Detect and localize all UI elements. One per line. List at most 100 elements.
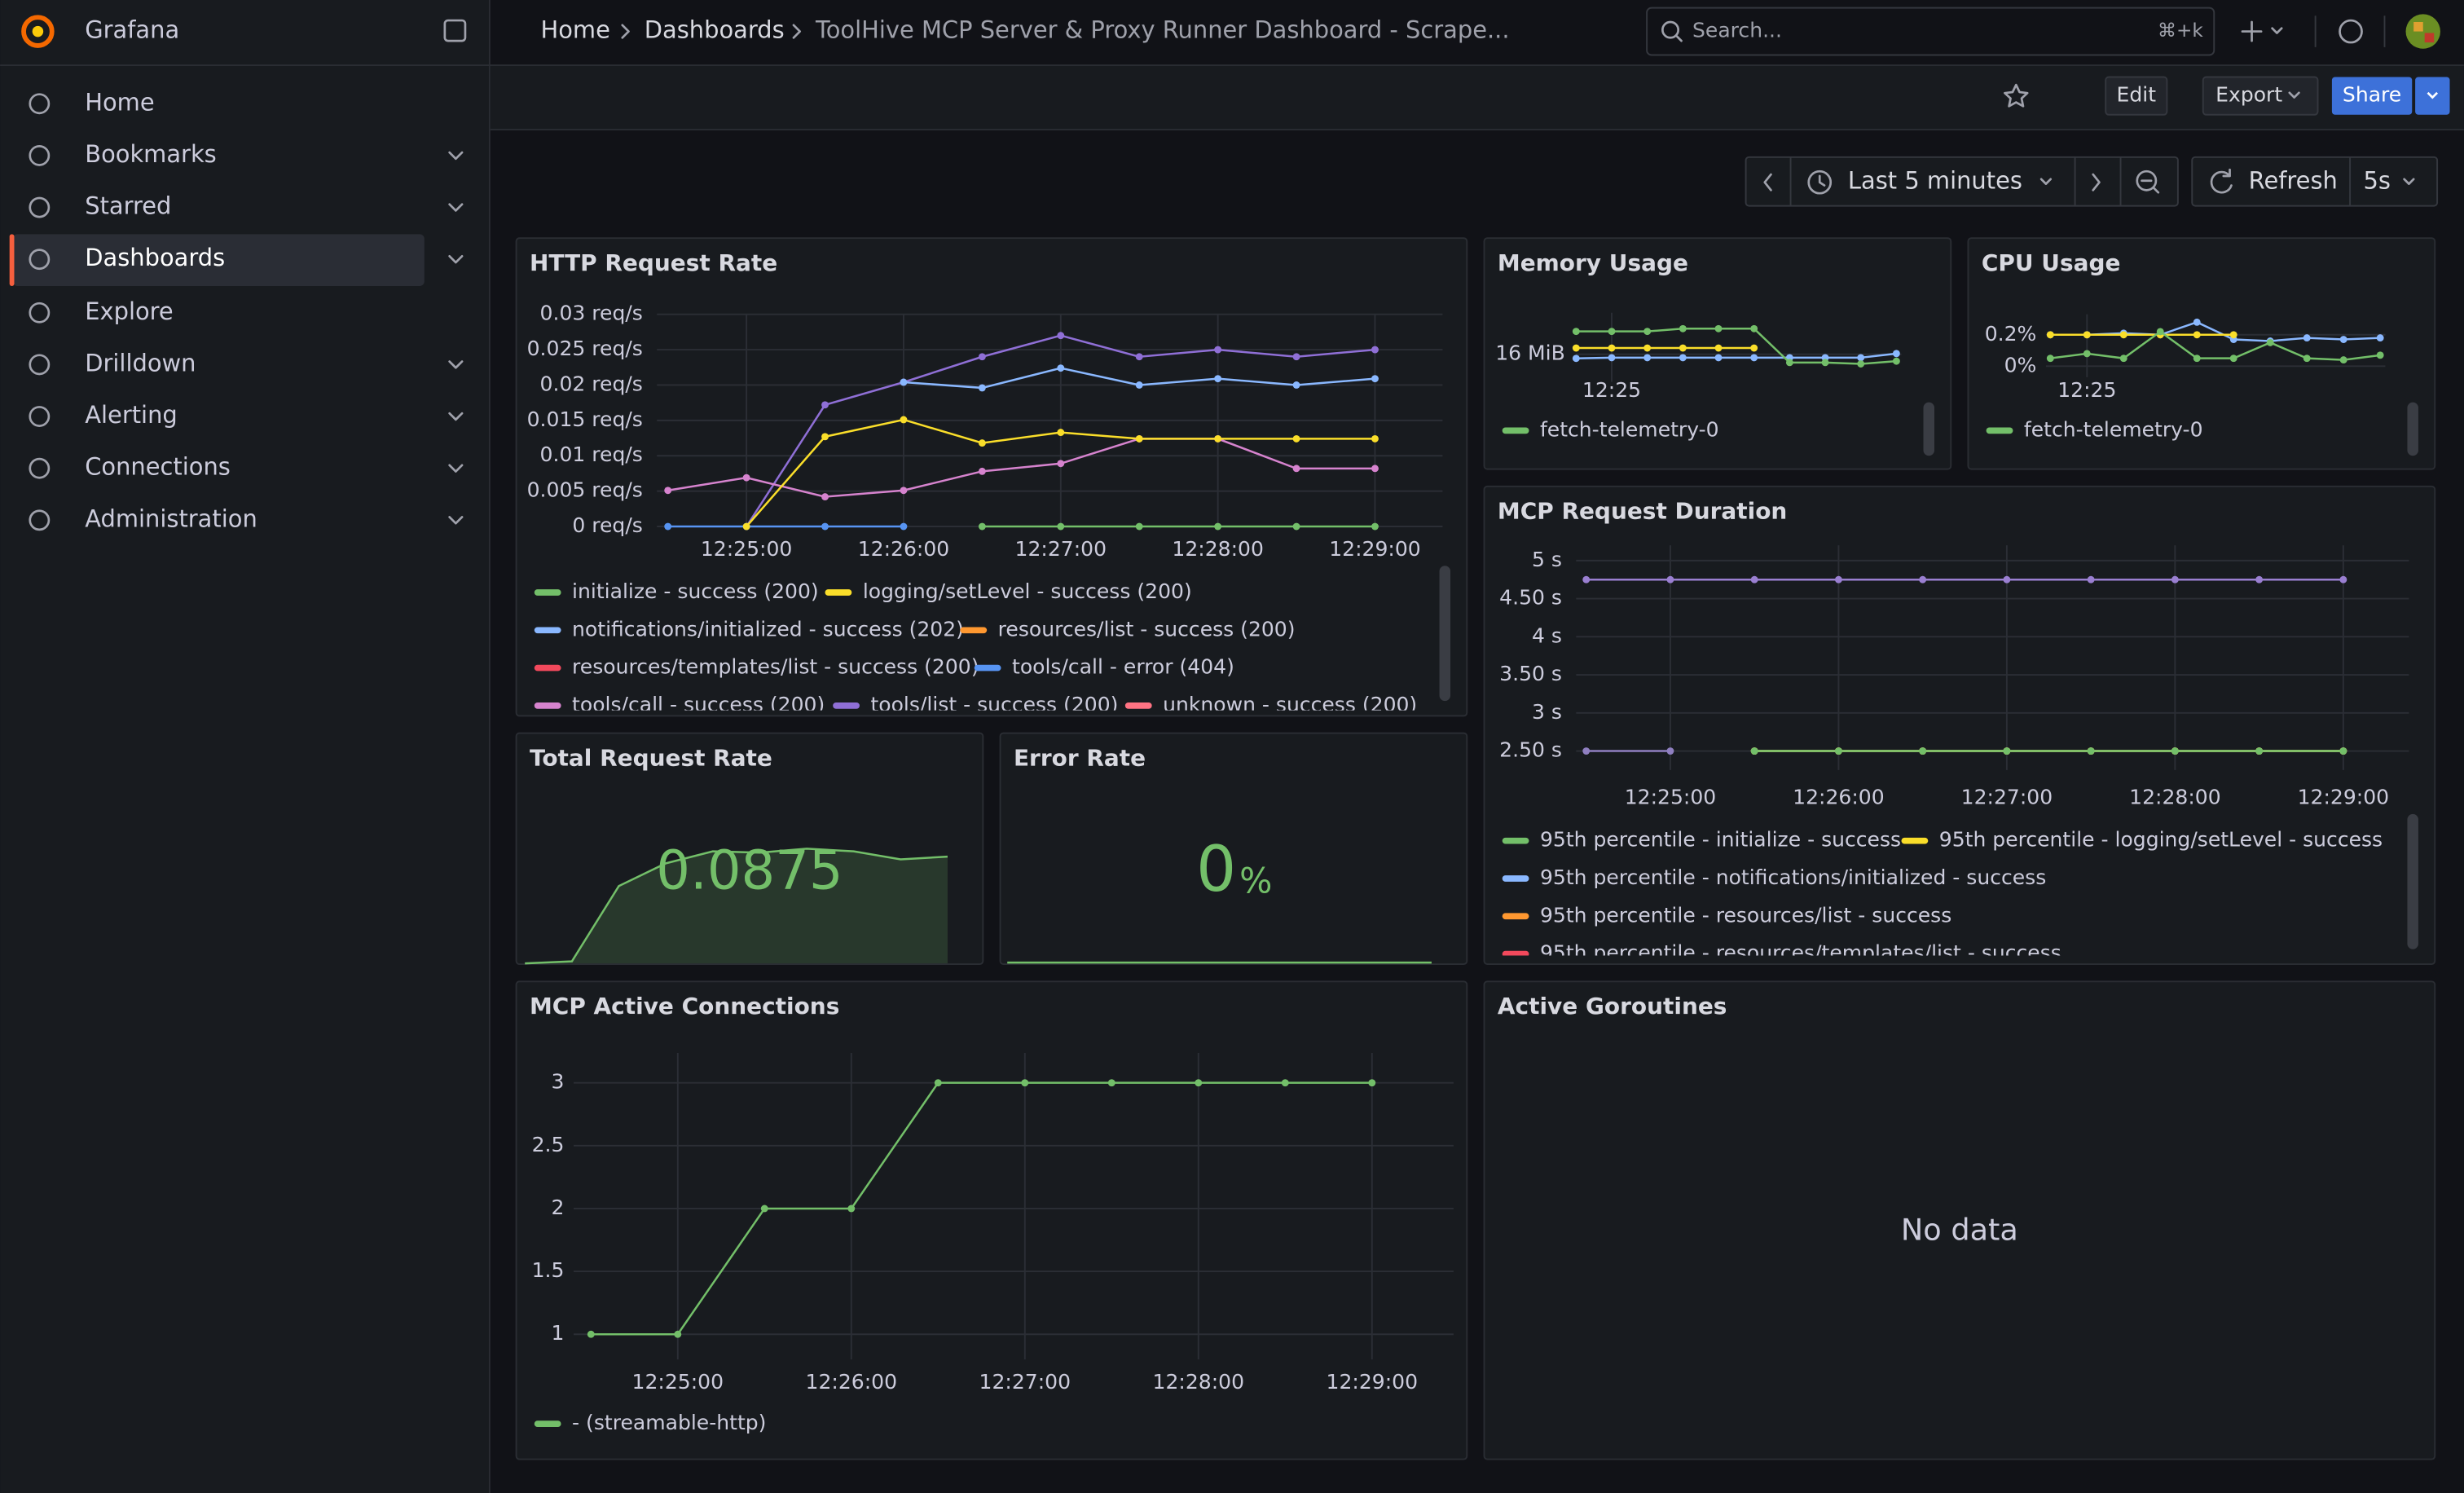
legend-item[interactable]: resources/list - success (200) [998,617,1296,641]
legend-item[interactable]: unknown - success (200) [1163,693,1417,716]
legend-item[interactable]: - (streamable-http) [572,1411,766,1434]
nav-expand[interactable] [448,203,464,212]
data-point [1292,353,1300,361]
x-tick-label: 12:27:00 [979,1370,1071,1394]
data-point [2003,747,2011,755]
nav-item[interactable]: Connections [85,453,231,481]
panel-title[interactable]: Total Request Rate [530,744,772,771]
panel [515,732,984,966]
data-point [1371,465,1379,473]
nav-expand[interactable] [448,360,464,369]
breadcrumb[interactable]: Dashboards [645,16,785,44]
nav-expand[interactable] [448,516,464,525]
nav-icon [29,196,51,218]
legend-item[interactable]: 95th percentile - notifications/initiali… [1540,865,2046,889]
time-back[interactable] [1763,173,1772,192]
data-point [1714,354,1723,362]
help-icon[interactable] [2339,19,2363,44]
panel-title[interactable]: CPU Usage [1982,249,2121,276]
brand: Grafana [85,16,179,44]
nav-item[interactable]: Starred [85,192,171,220]
export-button[interactable] [2202,76,2319,116]
zoom-out[interactable] [2136,170,2158,192]
breadcrumb[interactable]: ToolHive MCP Server & Proxy Runner Dashb… [815,16,1510,44]
legend: initialize - success (200) logging/setLev… [534,579,1417,716]
legend-item[interactable]: tools/call - error (404) [1012,655,1234,679]
data-point [821,522,829,531]
star-button[interactable] [2004,83,2029,108]
toolbar-bg [490,65,2464,130]
data-point [2083,331,2091,339]
dock-icon[interactable] [443,19,467,42]
nav-item[interactable]: Dashboards [85,244,225,271]
nav-expand[interactable] [448,254,464,264]
data-point [2255,747,2264,755]
panel-title[interactable]: MCP Active Connections [530,993,839,1020]
edit-label: Edit [2117,83,2157,107]
time-forward[interactable] [2092,173,2101,192]
data-point [1292,381,1300,389]
search-box[interactable] [1646,7,2215,56]
series-line [667,438,1375,498]
add-menu[interactable] [2241,20,2283,42]
legend-item[interactable]: 95th percentile - resources/templates/li… [1540,941,2061,965]
data-point [1368,1079,1376,1087]
breadcrumb[interactable]: Home [540,16,609,44]
panel-title[interactable]: Error Rate [1014,744,1146,771]
series-line [591,1081,1372,1336]
time-range[interactable]: Last 5 minutes [1848,167,2022,195]
y-tick-label: 1.5 [532,1258,565,1282]
legend: 95th percentile - initialize - success 95… [1502,828,2383,965]
legend-item[interactable]: 95th percentile - logging/setLevel - suc… [1939,828,2383,852]
refresh-interval[interactable]: 5s [2363,167,2390,195]
nav-expand[interactable] [448,464,464,473]
data-point [2119,355,2127,363]
legend-item[interactable]: initialize - success (200) [572,579,819,603]
refresh-button[interactable]: Refresh [2249,167,2338,195]
legend-item[interactable]: fetch-telemetry-0 [1540,417,1719,441]
data-point [934,1079,942,1087]
edit-button[interactable] [2105,76,2168,116]
x-tick-label: 12:25 [2057,378,2116,402]
panel-title[interactable]: Active Goroutines [1498,993,1727,1020]
legend-item[interactable]: 95th percentile - resources/list - succe… [1540,903,1951,927]
chevron [2427,91,2439,99]
data-point [1572,344,1580,352]
legend-item[interactable]: fetch-telemetry-0 [2024,417,2203,441]
share-dropdown[interactable] [2415,77,2450,115]
legend-item[interactable]: resources/templates/list - success (200) [572,655,979,679]
nav-expand[interactable] [448,151,464,161]
nav-icon [29,509,51,531]
data-point [900,378,908,386]
nav-item[interactable]: Alerting [85,401,178,429]
nav-item[interactable]: Administration [85,504,257,532]
nav-item[interactable]: Home [85,88,154,116]
panel-title[interactable]: MCP Request Duration [1498,498,1787,525]
data-point [1608,344,1616,352]
legend-item[interactable]: logging/setLevel - success (200) [863,579,1192,603]
y-tick-label: 0.2% [1985,322,2037,346]
nav: Home Bookmarks Starred Dashboards Explore Dri… [29,88,464,532]
legend-item[interactable]: notifications/initialized - success (202… [572,617,964,641]
panel-title[interactable]: HTTP Request Rate [530,249,777,276]
data-point [2376,334,2384,342]
legend-item[interactable]: tools/list - success (200) [870,693,1118,716]
data-point [978,439,986,447]
y-tick-label: 0% [2004,353,2037,377]
x-tick-label: 12:27:00 [1015,537,1107,561]
nav-item[interactable]: Drilldown [85,349,196,377]
breadcrumbs: Home Dashboards ToolHive MCP Server & Prox… [540,16,1509,44]
legend-item[interactable]: 95th percentile - initialize - success [1540,828,1901,852]
share-button[interactable] [2331,77,2413,115]
data-point [2193,331,2201,339]
logo[interactable] [21,15,55,48]
legend-item[interactable]: tools/call - success (200) [572,693,825,716]
nav-expand[interactable] [448,412,464,421]
x-tick-label: 12:26:00 [1793,786,1885,809]
data-point [1919,575,1927,584]
data-point [742,473,750,482]
panel-title[interactable]: Memory Usage [1498,249,1688,276]
nav-item[interactable]: Bookmarks [85,140,217,168]
data-point [742,522,750,531]
nav-item[interactable]: Explore [85,297,173,325]
